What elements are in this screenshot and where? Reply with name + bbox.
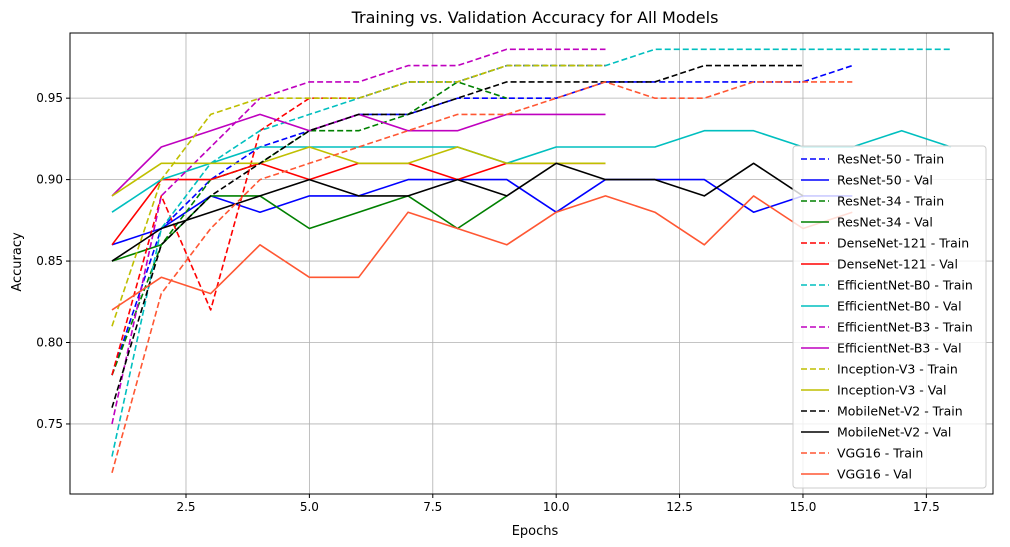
y-tick-label: 0.85 bbox=[36, 254, 63, 268]
series-line bbox=[111, 48, 951, 457]
legend-entry: EfficientNet-B3 - Train bbox=[837, 320, 973, 335]
legend-entry: DenseNet-121 - Train bbox=[837, 236, 969, 251]
legend-entry: DenseNet-121 - Val bbox=[837, 257, 958, 272]
legend-entry: VGG16 - Train bbox=[837, 446, 923, 461]
legend-box bbox=[792, 145, 987, 489]
legend-entry: VGG16 - Val bbox=[837, 467, 912, 482]
plot-frame bbox=[69, 32, 994, 495]
legend-entry: EfficientNet-B0 - Val bbox=[837, 299, 962, 314]
x-tick-label: 5.0 bbox=[300, 500, 319, 514]
y-tick-label: 0.90 bbox=[36, 173, 63, 187]
legend-entry: Inception-V3 - Train bbox=[837, 362, 958, 377]
legend-entry: ResNet-50 - Train bbox=[837, 152, 944, 167]
x-tick-label: 7.5 bbox=[423, 500, 442, 514]
legend-entry: MobileNet-V2 - Train bbox=[837, 404, 963, 419]
y-tick-label: 0.75 bbox=[36, 417, 63, 431]
legend-entry: EfficientNet-B3 - Val bbox=[837, 341, 962, 356]
x-tick-label: 2.5 bbox=[176, 500, 195, 514]
x-axis-label: Epochs bbox=[512, 524, 559, 539]
x-tick-label: 15.0 bbox=[790, 500, 817, 514]
legend-entry: ResNet-34 - Val bbox=[837, 215, 933, 230]
x-tick-label: 12.5 bbox=[666, 500, 693, 514]
series-line bbox=[111, 195, 853, 311]
legend: ResNet-50 - Train ResNet-50 - Val ResNet-3… bbox=[792, 145, 987, 489]
chart-title: Training vs. Validation Accuracy for All… bbox=[351, 8, 719, 27]
y-axis-label: Accuracy bbox=[10, 232, 25, 292]
legend-entry: ResNet-34 - Train bbox=[837, 194, 944, 209]
series-line bbox=[111, 64, 606, 327]
x-tick-label: 17.5 bbox=[913, 500, 940, 514]
legend-entry: ResNet-50 - Val bbox=[837, 173, 933, 188]
y-tick-label: 0.80 bbox=[36, 336, 63, 350]
series-line bbox=[111, 146, 606, 197]
y-tick-label: 0.95 bbox=[36, 91, 63, 105]
legend-entry: Inception-V3 - Val bbox=[837, 383, 947, 398]
series-line bbox=[111, 162, 804, 262]
x-axis: 2.5 5.0 7.5 10.0 12.5 15.0 17.5 bbox=[176, 494, 940, 514]
legend-entry: MobileNet-V2 - Val bbox=[837, 425, 951, 440]
x-tick-label: 10.0 bbox=[543, 500, 570, 514]
legend-entry: EfficientNet-B0 - Train bbox=[837, 278, 973, 293]
y-axis: 0.75 0.80 0.85 0.90 0.95 bbox=[36, 91, 70, 431]
series-line bbox=[111, 81, 853, 474]
